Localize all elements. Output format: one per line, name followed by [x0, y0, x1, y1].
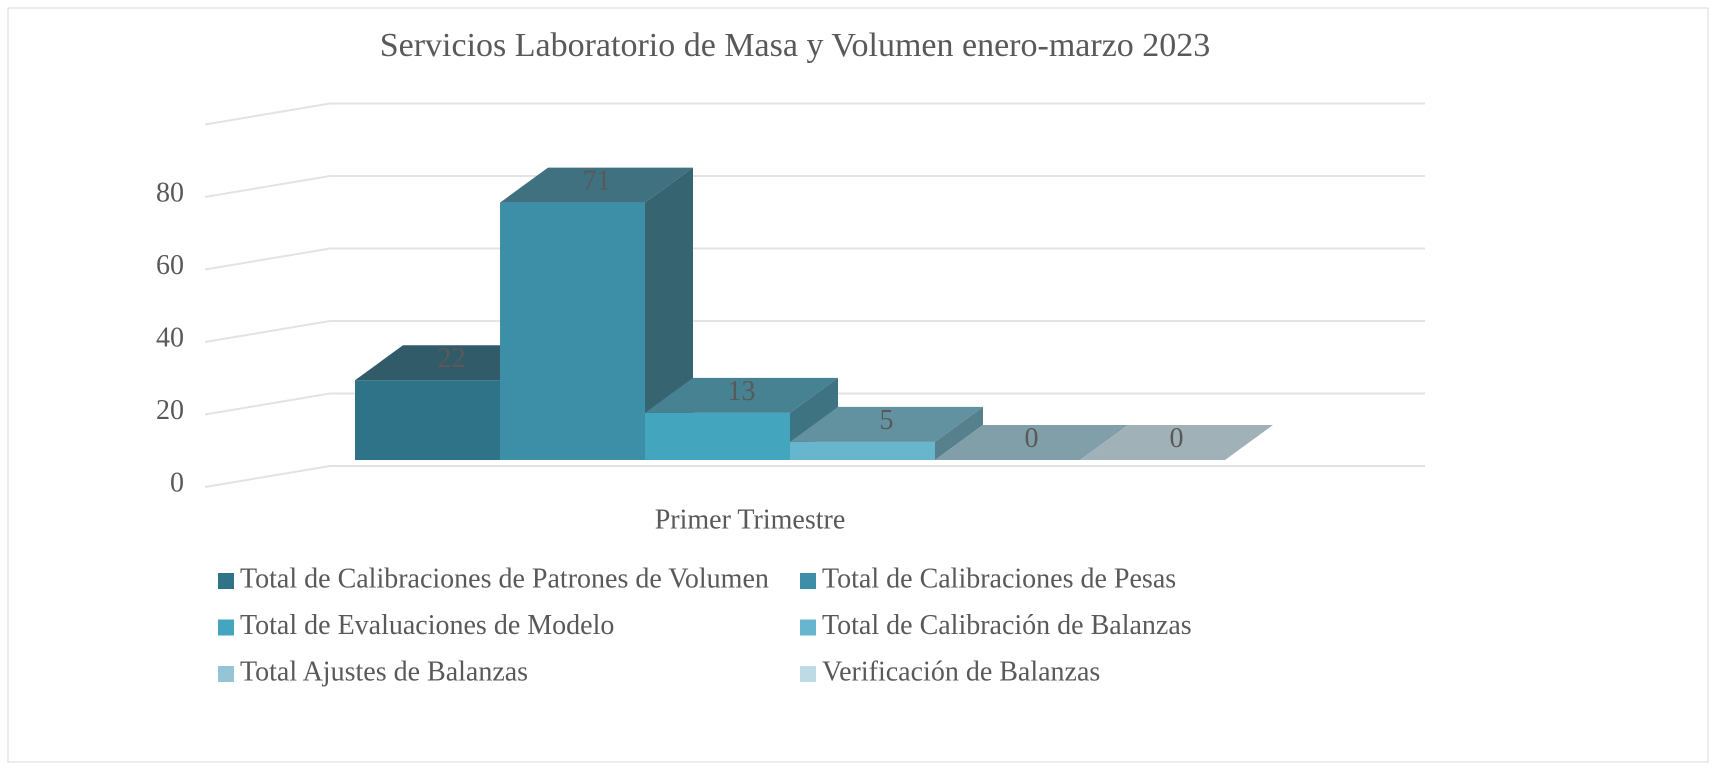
chart-border — [7, 7, 1709, 763]
grid-segment — [204, 247, 1425, 271]
y-tick-label: 0 — [170, 467, 184, 498]
data-label: 22 — [438, 343, 466, 374]
y-tick-label: 20 — [156, 395, 184, 426]
grid-segment — [204, 320, 1425, 343]
bar-front — [355, 380, 500, 460]
legend-label: Total de Calibración de Balanzas — [822, 610, 1192, 641]
legend-label: Total Ajustes de Balanzas — [240, 656, 528, 687]
grid-line — [204, 320, 1425, 343]
bar — [645, 377, 838, 460]
bar-front — [500, 202, 645, 460]
y-tick-label: 80 — [156, 177, 184, 208]
legend-swatch — [218, 619, 234, 636]
bar — [935, 425, 1128, 460]
bar-front — [790, 441, 935, 460]
data-label: 0 — [1025, 423, 1039, 454]
legend-swatch — [800, 666, 816, 682]
data-label: 5 — [880, 405, 894, 436]
legend-label: Total de Calibraciones de Pesas — [822, 563, 1176, 594]
bar-top — [790, 406, 983, 442]
bar — [1080, 425, 1273, 460]
y-tick-label: 40 — [156, 322, 184, 353]
grid-line — [204, 465, 1425, 488]
grid-line — [204, 247, 1425, 271]
legend-label: Verificación de Balanzas — [822, 656, 1100, 687]
legend-label: Total de Calibraciones de Patrones de Vo… — [240, 563, 769, 594]
chart-title: Servicios Laboratorio de Masa y Volumen … — [380, 27, 1211, 64]
bar-top — [1080, 425, 1273, 460]
bar-side — [935, 406, 983, 460]
data-label: 0 — [1170, 423, 1184, 454]
bar-top — [645, 377, 838, 413]
grid-segment — [204, 392, 1425, 416]
grid-segment — [204, 465, 1425, 488]
data-label: 13 — [728, 376, 756, 407]
wall-edge — [204, 102, 331, 126]
grid-line — [204, 175, 1425, 198]
legend-swatch — [800, 619, 816, 636]
bar-front — [645, 412, 790, 460]
bar-top — [500, 167, 693, 203]
bar-top — [935, 425, 1128, 460]
grid-segment — [204, 175, 1425, 198]
legend-swatch — [218, 666, 234, 682]
bar — [790, 406, 983, 460]
y-tick-label: 60 — [156, 250, 184, 281]
legend-swatch — [218, 573, 234, 589]
legend-label: Total de Evaluaciones de Modelo — [240, 610, 614, 641]
grid-line — [204, 392, 1425, 416]
x-tick-label: Primer Trimestre — [655, 504, 846, 535]
bar-top — [355, 345, 548, 381]
data-label: 71 — [583, 166, 611, 197]
legend-swatch — [800, 573, 816, 589]
